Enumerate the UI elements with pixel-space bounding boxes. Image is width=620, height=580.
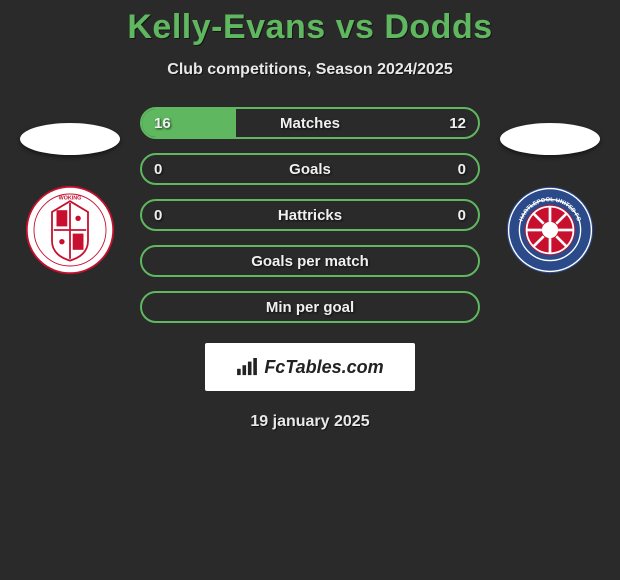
stat-label: Min per goal <box>266 299 354 316</box>
stats-column: 16 Matches 12 0 Goals 0 0 Hattricks 0 Goals per m… <box>140 107 480 323</box>
stat-row: 16 Matches 12 <box>140 107 480 139</box>
comparison-title: Kelly-Evans vs Dodds <box>0 8 620 47</box>
svg-text:WOKING: WOKING <box>59 195 82 201</box>
stat-label: Goals per match <box>251 253 369 270</box>
stat-row: Goals per match <box>140 245 480 277</box>
stat-right-value: 0 <box>458 207 466 224</box>
bar-chart-icon <box>236 358 258 376</box>
comparison-body: WOKING 16 Matches 12 0 Goals 0 0 Hattricks 0 Goal… <box>0 107 620 323</box>
stat-label: Goals <box>289 161 331 178</box>
snapshot-date: 19 january 2025 <box>0 413 620 431</box>
left-team-crest: WOKING <box>25 185 115 275</box>
stat-left-value: 0 <box>154 161 162 178</box>
right-team-crest: HARTLEPOOL UNITED FC <box>505 185 595 275</box>
left-player-ellipse <box>20 123 120 155</box>
stat-right-value: 0 <box>458 161 466 178</box>
stat-left-value: 16 <box>154 115 171 132</box>
right-player-ellipse <box>500 123 600 155</box>
stat-label: Hattricks <box>278 207 342 224</box>
left-team-col: WOKING <box>20 107 120 275</box>
stat-row: 0 Hattricks 0 <box>140 199 480 231</box>
stat-label: Matches <box>280 115 340 132</box>
season-subtitle: Club competitions, Season 2024/2025 <box>0 61 620 79</box>
stat-left-value: 0 <box>154 207 162 224</box>
stat-right-value: 12 <box>449 115 466 132</box>
right-team-col: HARTLEPOOL UNITED FC <box>500 107 600 275</box>
footer-brand-text: FcTables.com <box>264 357 383 378</box>
stat-row: Min per goal <box>140 291 480 323</box>
hartlepool-crest-icon: HARTLEPOOL UNITED FC <box>505 185 595 275</box>
footer-brand[interactable]: FcTables.com <box>205 343 415 391</box>
woking-crest-icon: WOKING <box>25 185 115 275</box>
stat-row: 0 Goals 0 <box>140 153 480 185</box>
